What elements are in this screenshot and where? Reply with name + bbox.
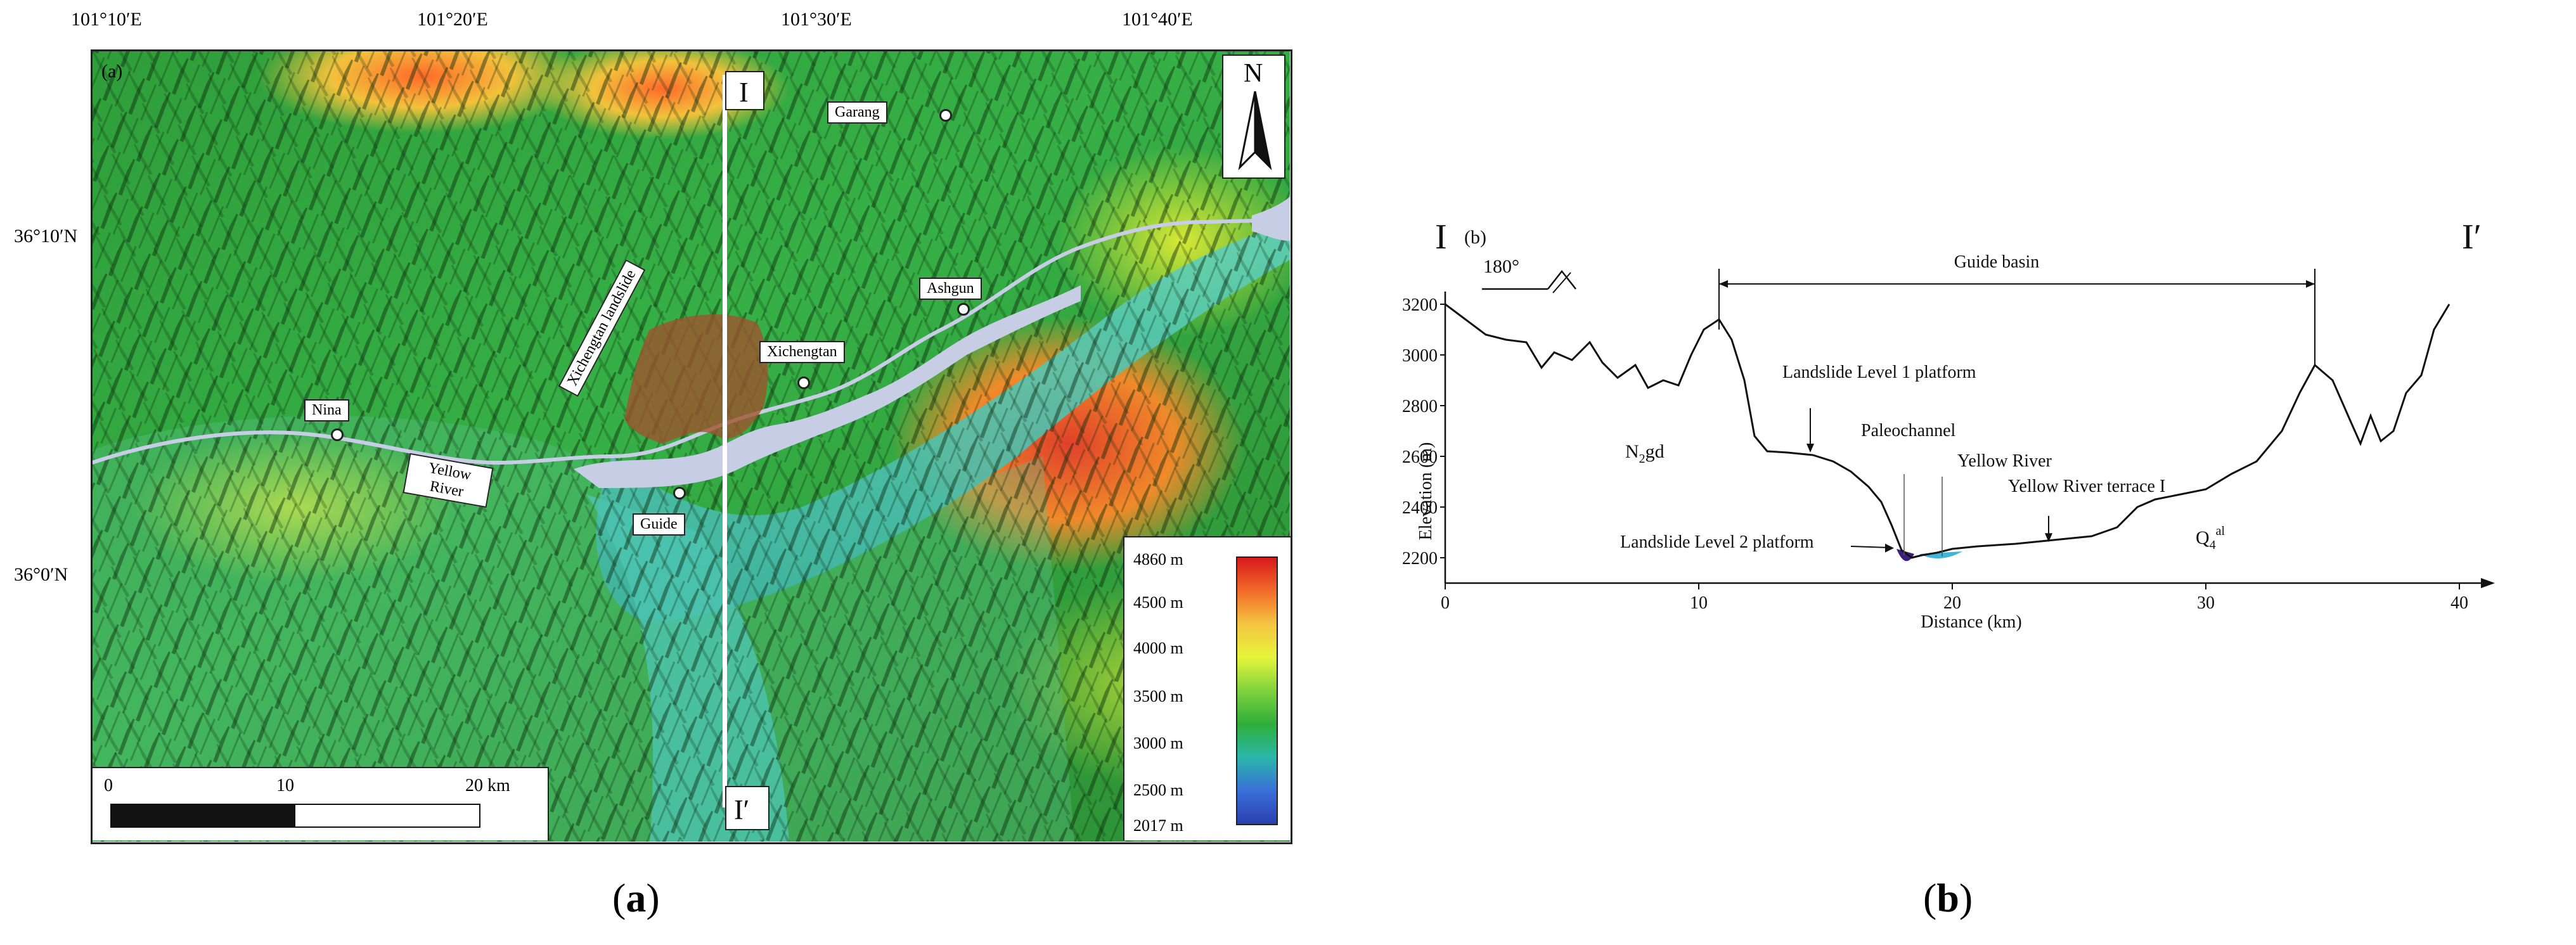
- label-nina: Nina: [304, 399, 349, 421]
- legend-label-3000: 3000 m: [1133, 734, 1183, 752]
- north-letter: N: [1244, 59, 1263, 88]
- y-tick-label: 2200: [1402, 549, 1438, 569]
- north-arrow-icon: [1238, 91, 1272, 170]
- legend-label-4000: 4000 m: [1133, 639, 1183, 657]
- scale-bar-white: [294, 804, 480, 828]
- legend-label-2017: 2017 m: [1133, 816, 1183, 835]
- map-frame: [91, 49, 1292, 844]
- map-panel-tag: (a): [101, 61, 123, 82]
- label-garang: Garang: [827, 101, 887, 124]
- dot-garang[interactable]: [939, 109, 952, 122]
- dot-xichengtan[interactable]: [797, 376, 810, 389]
- profile-end-label: I′: [2462, 217, 2482, 257]
- section-start-label: I: [739, 77, 749, 108]
- dot-ashgun[interactable]: [957, 303, 970, 316]
- guide-basin-arrow-right: [2306, 280, 2315, 288]
- n2gd-base: N: [1625, 441, 1639, 462]
- guide-basin-arrow-left: [1719, 280, 1728, 288]
- scale-bar-black: [110, 804, 297, 828]
- y-tick-label: 2400: [1402, 498, 1438, 518]
- legend-label-4500: 4500 m: [1133, 593, 1183, 612]
- level1-arrow-head: [1806, 444, 1814, 453]
- dot-guide[interactable]: [673, 487, 686, 499]
- label-river-terrace: Yellow River terrace I: [2008, 477, 2165, 496]
- lat-label-2: 36°0′N: [14, 564, 68, 585]
- legend-label-3500: 3500 m: [1133, 687, 1183, 705]
- lon-label-3: 101°30′E: [781, 9, 852, 30]
- caption-a-letter: a: [626, 875, 647, 920]
- section-end-label: I′: [734, 794, 750, 825]
- strike-symbol: 180°: [1482, 256, 1576, 293]
- x-tick-label: 10: [1690, 593, 1708, 613]
- profile-panel: I (b) I′ 180° Elevation (m) Distance (km…: [1402, 217, 2495, 632]
- label-paleochannel: Paleochannel: [1861, 421, 1955, 440]
- q4al-sup: al: [2216, 524, 2225, 538]
- label-yellow-river: Yellow River: [1957, 451, 2052, 471]
- section-end-box: I′: [725, 786, 770, 830]
- x-tick-label: 20: [1943, 593, 1961, 613]
- y-tick-label: 3000: [1402, 346, 1438, 366]
- lon-label-2: 101°20′E: [417, 9, 488, 30]
- q4al-sub: 4: [2210, 538, 2216, 552]
- x-tick-label: 40: [2450, 593, 2468, 613]
- caption-b-letter: b: [1936, 875, 1959, 920]
- caption-b: (b): [1923, 875, 1973, 920]
- x-axis-label: Distance (km): [1921, 612, 2021, 632]
- x-tick-label: 0: [1441, 593, 1450, 613]
- scale-tick-0: 0: [104, 776, 113, 795]
- paleochannel-fill: [1897, 549, 1914, 562]
- north-arrow: N: [1222, 55, 1285, 179]
- lat-label-1: 36°10′N: [14, 226, 78, 247]
- elevation-legend: 4860 m 4500 m 4000 m 3500 m 3000 m 2500 …: [1123, 536, 1291, 840]
- label-xichengtan: Xichengtan: [759, 341, 845, 363]
- scale-bar-box: 0 10 20 km: [93, 767, 549, 840]
- label-q4al: Q4al: [2196, 524, 2225, 552]
- label-guide-basin: Guide basin: [1954, 252, 2040, 272]
- legend-label-2500: 2500 m: [1133, 781, 1183, 799]
- terrain-map[interactable]: [92, 51, 1290, 842]
- y-axis-label: Elevation (m): [1416, 442, 1436, 541]
- level2-arrow-line: [1850, 546, 1890, 548]
- profile-line: [1445, 303, 2450, 559]
- y-tick-label: 2600: [1402, 447, 1438, 467]
- lon-label-4: 101°40′E: [1122, 9, 1193, 30]
- profile-start-label: I: [1435, 217, 1447, 257]
- river-fill: [1919, 551, 1962, 559]
- legend-label-4860: 4860 m: [1133, 550, 1183, 569]
- section-line: [723, 75, 727, 807]
- x-tick-label: 30: [2197, 593, 2215, 613]
- label-guide: Guide: [633, 513, 685, 536]
- river-floodplain: [574, 285, 1081, 488]
- label-level1-platform: Landslide Level 1 platform: [1782, 363, 1976, 382]
- level2-arrow-head: [1885, 543, 1894, 553]
- terrace-arrow-head: [2045, 533, 2052, 543]
- section-start-box: I: [725, 71, 764, 110]
- n2gd-tail: gd: [1645, 441, 1665, 462]
- legend-color-ramp: [1236, 556, 1278, 825]
- label-ashgun: Ashgun: [919, 278, 982, 300]
- profile-plot: 0 10 20 30 40 2200 2400 2600 2800 3000 3200: [1402, 269, 2495, 613]
- scale-tick-20: 20 km: [465, 776, 510, 795]
- strike-label: 180°: [1483, 256, 1519, 277]
- q4al-base: Q: [2196, 527, 2210, 548]
- label-level2-platform: Landslide Level 2 platform: [1620, 532, 1814, 552]
- landslide-area: [624, 314, 768, 444]
- x-axis-arrow: [2481, 578, 2495, 588]
- lon-label-1: 101°10′E: [71, 9, 142, 30]
- label-n2gd: N2gd: [1625, 441, 1665, 466]
- caption-a: (a): [612, 875, 660, 920]
- profile-panel-tag: (b): [1464, 227, 1486, 248]
- n2gd-sub: 2: [1639, 452, 1645, 466]
- dot-nina[interactable]: [331, 428, 344, 441]
- y-tick-label: 2800: [1402, 397, 1438, 416]
- y-tick-label: 3200: [1402, 295, 1438, 315]
- scale-tick-10: 10: [276, 776, 294, 795]
